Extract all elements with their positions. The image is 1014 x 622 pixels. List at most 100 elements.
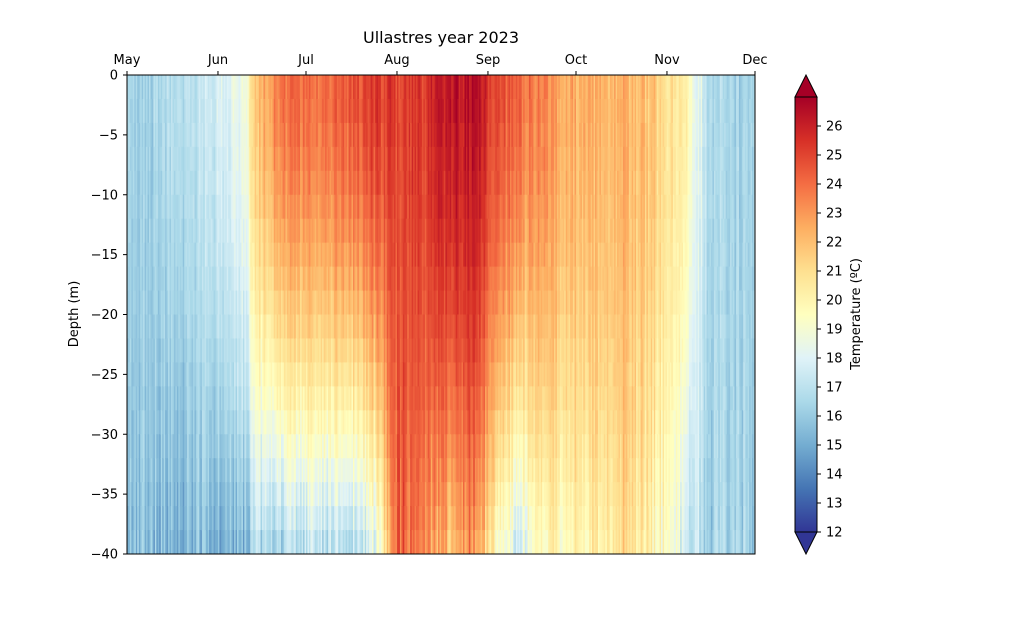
heatmap-cell [310, 362, 313, 387]
heatmap-cell [310, 170, 313, 196]
heatmap-cell [171, 266, 174, 292]
heatmap-cell [416, 482, 419, 507]
heatmap-cell [480, 362, 483, 387]
heatmap-cell [330, 410, 334, 435]
heatmap-cell [132, 242, 135, 268]
heatmap-cell [382, 218, 385, 244]
heatmap-cell [215, 266, 218, 292]
heatmap-cell [448, 75, 451, 100]
heatmap-cell [468, 338, 471, 363]
heatmap-cell [332, 530, 335, 554]
heatmap-cell [151, 122, 155, 148]
heatmap-cell [270, 362, 273, 387]
heatmap-cell [420, 98, 423, 124]
heatmap-cell [426, 146, 429, 172]
heatmap-cell [436, 194, 439, 220]
heatmap-cell [300, 122, 303, 148]
heatmap-cell [426, 530, 429, 554]
heatmap-cell [285, 314, 288, 340]
heatmap-cell [372, 170, 375, 196]
heatmap-cell [432, 338, 435, 363]
heatmap-cell [134, 314, 137, 340]
heatmap-cell [443, 338, 446, 363]
heatmap-cell [410, 170, 413, 196]
heatmap-cell [454, 482, 457, 507]
heatmap-cell [383, 146, 386, 172]
heatmap-cell [278, 194, 281, 220]
heatmap-cell [373, 146, 376, 172]
heatmap-cell [132, 314, 135, 340]
heatmap-cell [339, 290, 342, 316]
heatmap-cell [451, 242, 454, 268]
heatmap-cell [272, 242, 275, 268]
heatmap-cell [476, 362, 479, 387]
heatmap-cell [460, 122, 463, 148]
heatmap-cell [131, 410, 134, 435]
heatmap-cell [408, 242, 411, 268]
heatmap-cell [486, 482, 489, 507]
heatmap-cell [463, 362, 466, 387]
heatmap-cell [468, 458, 471, 483]
heatmap-cell [386, 242, 389, 268]
heatmap-cell [357, 122, 360, 148]
heatmap-cell [260, 434, 263, 459]
heatmap-cell [458, 434, 461, 459]
heatmap-cell [389, 482, 392, 507]
heatmap-cell [414, 266, 417, 292]
heatmap-cell [352, 98, 356, 124]
heatmap-cell [238, 482, 241, 507]
heatmap-cell [294, 122, 297, 148]
heatmap-cell [336, 98, 339, 124]
heatmap-cell [344, 170, 347, 196]
heatmap-cell [477, 506, 480, 531]
heatmap-cell [471, 338, 474, 363]
heatmap-cell [278, 122, 281, 148]
heatmap-cell [489, 506, 492, 531]
heatmap-cell [454, 362, 457, 387]
heatmap-cell [206, 458, 209, 483]
heatmap-cell [257, 122, 260, 148]
heatmap-cell [171, 170, 174, 196]
heatmap-cell [323, 362, 326, 387]
heatmap-cell [245, 386, 248, 411]
heatmap-cell [193, 75, 196, 100]
heatmap-cell [490, 434, 493, 459]
heatmap-cell [423, 530, 426, 554]
heatmap-cell [295, 482, 298, 507]
heatmap-cell [410, 530, 413, 554]
heatmap-cell [223, 266, 226, 292]
heatmap-cell [339, 314, 342, 340]
heatmap-cell [203, 482, 206, 507]
heatmap-cell [198, 362, 201, 387]
heatmap-cell [435, 290, 438, 316]
heatmap-cell [355, 458, 358, 483]
heatmap-cell [248, 146, 251, 172]
heatmap-cell [414, 75, 417, 100]
heatmap-cell [408, 362, 411, 387]
heatmap-cell [445, 75, 448, 100]
heatmap-cell [369, 218, 372, 244]
heatmap-cell [245, 122, 248, 148]
heatmap-cell [377, 266, 380, 292]
heatmap-cell [207, 98, 210, 124]
heatmap-cell [288, 458, 291, 483]
heatmap-cell [316, 338, 319, 363]
heatmap-cell [213, 410, 216, 435]
heatmap-cell [146, 482, 149, 507]
heatmap-cell [201, 194, 204, 220]
heatmap-cell [220, 146, 223, 172]
heatmap-cell [382, 194, 385, 220]
heatmap-cell [298, 98, 301, 124]
heatmap-cell [383, 314, 386, 340]
heatmap-cell [306, 338, 309, 363]
heatmap-cell [245, 218, 248, 244]
heatmap-cell [341, 266, 344, 292]
heatmap-cell [385, 314, 388, 340]
heatmap-cell [176, 338, 179, 363]
heatmap-cell [187, 146, 190, 172]
heatmap-cell [191, 458, 194, 483]
heatmap-cell [203, 146, 206, 172]
heatmap-cell [128, 98, 131, 124]
heatmap-cell [320, 410, 323, 435]
heatmap-cell [266, 458, 269, 483]
